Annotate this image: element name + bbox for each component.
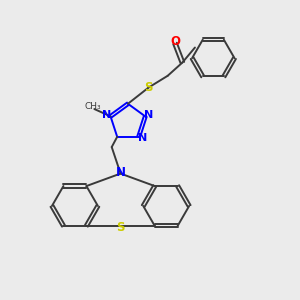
Text: CH₃: CH₃ <box>85 102 101 111</box>
Text: N: N <box>116 166 126 178</box>
Text: N: N <box>144 110 153 120</box>
Text: O: O <box>170 35 180 48</box>
Text: N: N <box>138 133 147 143</box>
Text: S: S <box>144 81 153 94</box>
Text: N: N <box>102 110 112 120</box>
Text: S: S <box>116 221 125 234</box>
